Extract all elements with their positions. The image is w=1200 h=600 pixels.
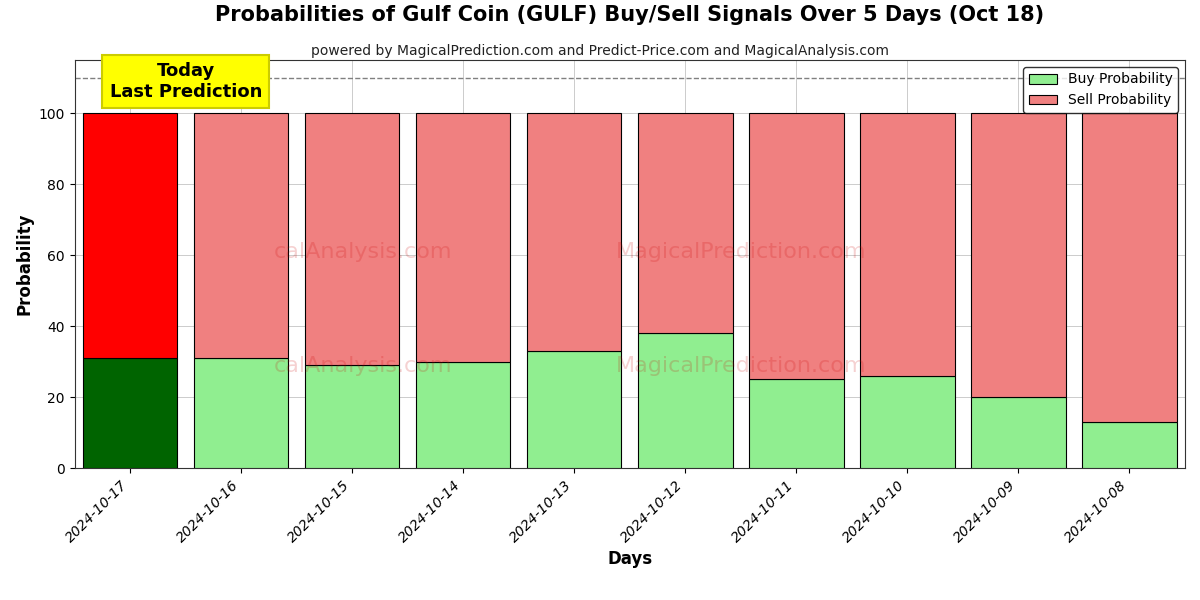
Bar [305, 365, 400, 468]
X-axis label: Days: Days [607, 550, 653, 568]
Text: Today
Last Prediction: Today Last Prediction [109, 62, 262, 101]
Text: calAnalysis.com: calAnalysis.com [274, 242, 452, 262]
Bar [527, 351, 622, 468]
Text: MagicalPrediction.com: MagicalPrediction.com [616, 242, 866, 262]
Bar [305, 113, 400, 365]
Bar [860, 113, 955, 376]
Bar [1082, 113, 1177, 422]
Text: calAnalysis.com: calAnalysis.com [274, 356, 452, 376]
Bar [194, 113, 288, 358]
Bar [971, 397, 1066, 468]
Bar [1082, 422, 1177, 468]
Bar [749, 113, 844, 379]
Bar [527, 113, 622, 351]
Bar [416, 113, 510, 362]
Bar [749, 379, 844, 468]
Bar [194, 358, 288, 468]
Bar [83, 113, 178, 358]
Legend: Buy Probability, Sell Probability: Buy Probability, Sell Probability [1024, 67, 1178, 113]
Text: powered by MagicalPrediction.com and Predict-Price.com and MagicalAnalysis.com: powered by MagicalPrediction.com and Pre… [311, 44, 889, 58]
Text: MagicalPrediction.com: MagicalPrediction.com [616, 356, 866, 376]
Title: Probabilities of Gulf Coin (GULF) Buy/Sell Signals Over 5 Days (Oct 18): Probabilities of Gulf Coin (GULF) Buy/Se… [215, 5, 1044, 25]
Bar [638, 333, 732, 468]
Bar [83, 358, 178, 468]
Bar [416, 362, 510, 468]
Bar [638, 113, 732, 333]
Y-axis label: Probability: Probability [16, 213, 34, 315]
Bar [860, 376, 955, 468]
Bar [971, 113, 1066, 397]
